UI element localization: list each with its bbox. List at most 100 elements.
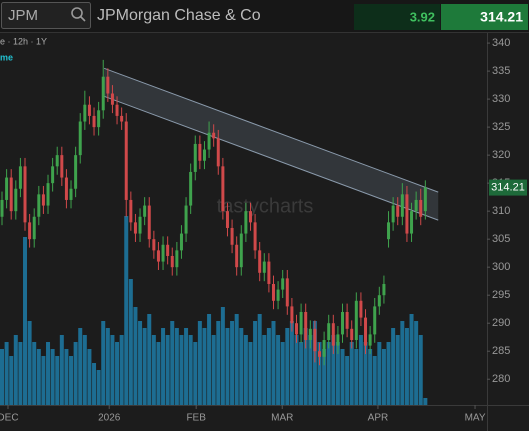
candle-body xyxy=(382,283,386,296)
y-tick-label: 300 xyxy=(492,261,510,273)
volume-bar xyxy=(9,356,14,405)
candle-body xyxy=(51,166,55,184)
candle-body xyxy=(396,205,400,217)
candle-body xyxy=(78,121,82,156)
volume-bar xyxy=(211,335,216,405)
candle-body xyxy=(387,222,391,240)
x-tick-label: MAR xyxy=(271,413,293,424)
volume-bar xyxy=(354,349,359,405)
y-tick-label: 280 xyxy=(492,373,510,385)
search-icon[interactable] xyxy=(71,7,86,22)
candle-body xyxy=(267,261,271,284)
volume-bar xyxy=(193,342,198,405)
candle-body xyxy=(106,76,110,94)
candle-body xyxy=(28,222,32,240)
candle-body xyxy=(129,199,133,223)
x-tick-label: DEC xyxy=(0,413,19,424)
volume-bar xyxy=(294,335,299,405)
volume-bar xyxy=(253,321,258,405)
volume-bar xyxy=(161,328,166,405)
y-tick-label: 320 xyxy=(492,149,510,161)
y-tick-label: 335 xyxy=(492,65,510,77)
candle-body xyxy=(294,323,298,335)
volume-bar xyxy=(335,342,340,405)
volume-bar xyxy=(326,342,331,405)
volume-bar xyxy=(340,349,345,405)
candle-body xyxy=(221,166,225,212)
volume-bar xyxy=(55,356,60,405)
channel-line xyxy=(103,67,439,193)
volume-bar xyxy=(363,342,368,405)
candle-body xyxy=(212,132,216,139)
y-tick-label: 310 xyxy=(492,205,510,217)
candle-body xyxy=(202,149,206,161)
volume-bar xyxy=(262,335,267,405)
x-tick-label: MAY xyxy=(465,413,486,424)
volume-bar xyxy=(230,321,235,405)
volume-bar xyxy=(280,342,285,405)
volume-bar xyxy=(32,342,37,405)
candle-body xyxy=(83,104,87,122)
volume-bar xyxy=(142,328,147,405)
chart-settings[interactable]: e · 12h · 1Y xyxy=(0,36,47,46)
volume-bar xyxy=(165,335,170,405)
volume-bar xyxy=(13,335,18,405)
volume-bar xyxy=(349,342,354,405)
volume-bar xyxy=(119,335,124,405)
candle-body xyxy=(377,295,381,307)
volume-bar xyxy=(69,356,74,405)
volume-bar xyxy=(243,335,248,405)
candle-body xyxy=(364,317,368,346)
volume-bar xyxy=(197,321,202,405)
volume-bar xyxy=(174,328,179,405)
candle-body xyxy=(207,132,211,150)
candle-body xyxy=(258,250,262,273)
volume-bar xyxy=(220,307,225,405)
volume-bar xyxy=(285,328,290,405)
candle-body xyxy=(345,312,349,329)
candle-body xyxy=(41,194,45,206)
volume-bar xyxy=(36,349,41,405)
volume-bar xyxy=(41,356,46,405)
volume-bar xyxy=(234,314,239,405)
symbol: JPM xyxy=(8,7,38,24)
candle-body xyxy=(414,199,418,212)
candle-body xyxy=(327,323,331,341)
symbol-input[interactable] xyxy=(1,2,91,29)
y-tick-label: 330 xyxy=(492,93,510,105)
volume-bar xyxy=(248,342,253,405)
candle-body xyxy=(120,115,124,122)
volume-bar xyxy=(377,342,382,405)
volume-bar xyxy=(418,335,423,405)
candle-body xyxy=(55,155,59,167)
candle-body xyxy=(308,328,312,341)
volume-bar xyxy=(257,314,262,405)
candle-body xyxy=(290,306,294,324)
volume-bar xyxy=(184,328,189,405)
candle-body xyxy=(244,211,248,234)
candle-body xyxy=(391,205,395,223)
candle-body xyxy=(285,278,289,307)
candle-body xyxy=(0,199,4,217)
volume-bar xyxy=(133,307,138,405)
volume-bar xyxy=(266,328,271,405)
candle-body xyxy=(318,351,322,357)
y-tick-label: 295 xyxy=(492,289,510,301)
company-name: JPMorgan Chase & Co xyxy=(97,7,261,24)
candle-body xyxy=(92,115,96,128)
study-label[interactable]: me xyxy=(0,52,13,62)
candle-body xyxy=(166,244,170,256)
candle-body xyxy=(64,177,68,200)
channel-line xyxy=(103,95,439,221)
candle-body xyxy=(276,289,280,301)
volume-bar xyxy=(18,342,23,405)
volume-bar xyxy=(96,370,101,405)
volume-bar xyxy=(147,314,152,405)
candle-body xyxy=(253,222,257,251)
candle-body xyxy=(322,340,326,357)
candle-body xyxy=(400,194,404,217)
volume-bar xyxy=(4,342,9,405)
candle-body xyxy=(5,177,9,200)
